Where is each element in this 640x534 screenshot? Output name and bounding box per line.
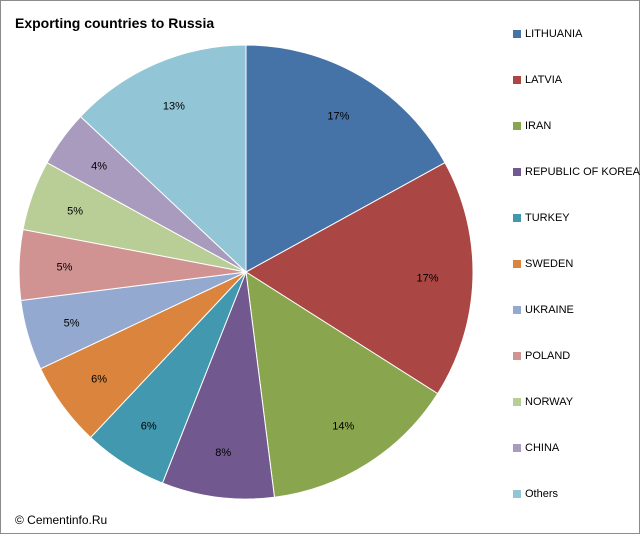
pie-slice-republic-of-korea (161, 271, 276, 500)
legend-swatch (513, 30, 521, 38)
legend-swatch (513, 352, 521, 360)
legend-label: POLAND (525, 350, 571, 362)
legend-label: SWEDEN (525, 258, 574, 270)
data-label-poland: 5% (57, 261, 73, 273)
data-label-sweden: 6% (91, 374, 107, 386)
legend-swatch (513, 306, 521, 314)
data-label-norway: 5% (67, 205, 83, 217)
data-label-ukraine: 5% (64, 318, 80, 330)
legend-label: CHINA (525, 442, 560, 454)
pie-slice-iran (245, 271, 439, 498)
legend-swatch (513, 168, 521, 176)
legend-item-republic-of-korea: REPUBLIC OF KOREA (513, 165, 640, 179)
legend-label: TURKEY (525, 212, 570, 224)
legend-swatch (513, 398, 521, 406)
legend-swatch (513, 214, 521, 222)
legend-item-norway: NORWAY (513, 395, 573, 409)
copyright-text: © Cementinfo.Ru (15, 513, 108, 527)
pie-slice-lithuania (245, 44, 446, 273)
pie-slice-latvia (245, 161, 474, 395)
legend-item-iran: IRAN (513, 119, 551, 133)
data-label-latvia: 17% (416, 273, 438, 285)
legend-label: NORWAY (525, 396, 574, 408)
legend-swatch (513, 444, 521, 452)
legend-swatch (513, 260, 521, 268)
legend-item-turkey: TURKEY (513, 211, 570, 225)
legend-swatch (513, 76, 521, 84)
legend-label: LITHUANIA (525, 28, 583, 40)
legend-swatch (513, 490, 521, 498)
legend-item-lithuania: LITHUANIA (513, 27, 582, 41)
legend-swatch (513, 122, 521, 130)
legend-label: REPUBLIC OF KOREA (525, 166, 640, 178)
legend-item-sweden: SWEDEN (513, 257, 573, 271)
data-label-china: 4% (91, 160, 107, 172)
data-label-republic-of-korea: 8% (215, 447, 231, 459)
pie-slice-others (79, 44, 247, 274)
data-label-lithuania: 17% (327, 111, 349, 123)
data-label-iran: 14% (332, 420, 354, 432)
legend-item-china: CHINA (513, 441, 559, 455)
legend-item-ukraine: UKRAINE (513, 303, 574, 317)
legend-label: UKRAINE (525, 304, 574, 316)
legend-item-others: Others (513, 487, 558, 501)
legend-item-latvia: LATVIA (513, 73, 562, 87)
legend-label: LATVIA (525, 74, 563, 86)
legend-item-poland: POLAND (513, 349, 570, 363)
chart-title: Exporting countries to Russia (15, 15, 215, 31)
legend-label: IRAN (525, 120, 552, 132)
legend-label: Others (525, 488, 559, 500)
data-label-turkey: 6% (141, 420, 157, 432)
data-label-others: 13% (163, 100, 185, 112)
